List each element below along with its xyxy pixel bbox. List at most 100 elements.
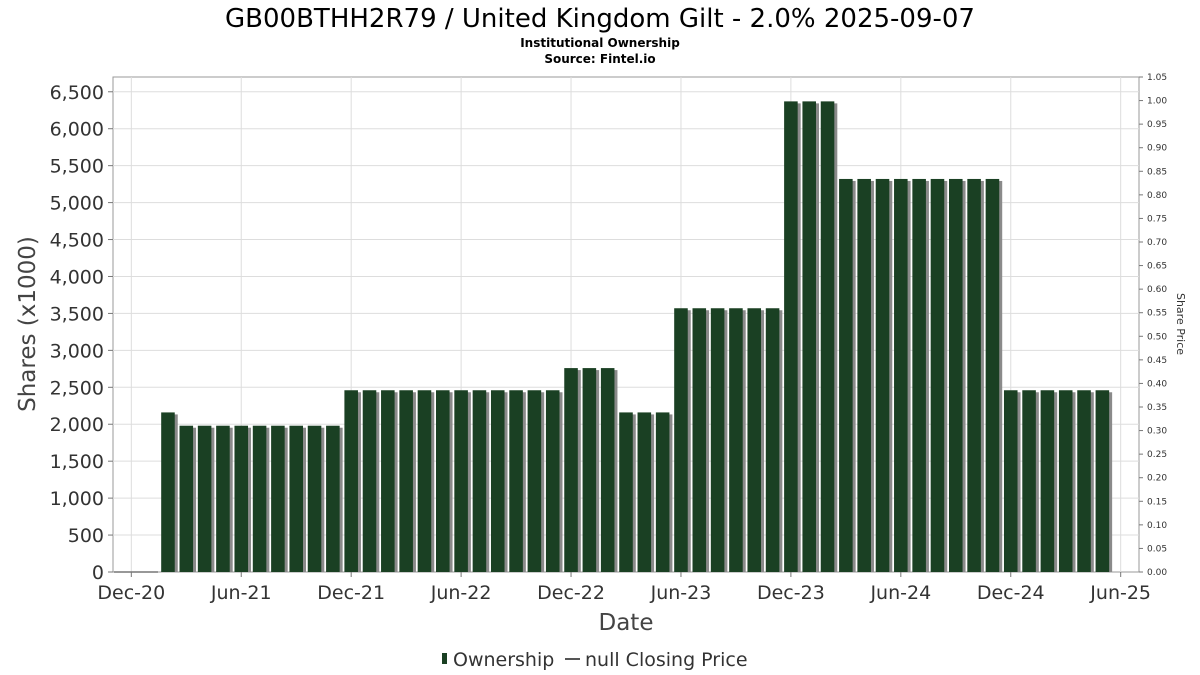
- ownership-bar: [747, 308, 762, 572]
- ownership-bar: [399, 390, 413, 572]
- x-tick-label: Jun-23: [650, 582, 712, 604]
- y2-tick-label: 0.40: [1147, 379, 1167, 389]
- ownership-bar: [362, 390, 377, 572]
- ownership-bar: [1058, 390, 1073, 572]
- ownership-bar: [472, 390, 487, 572]
- ownership-bar: [894, 178, 908, 572]
- ownership-bar: [1095, 390, 1110, 572]
- x-tick-label: Jun-24: [869, 582, 931, 604]
- x-tick-label: Dec-23: [757, 582, 825, 604]
- ownership-bar: [967, 178, 981, 572]
- ownership-bar: [326, 425, 340, 572]
- legend-ownership-swatch: [442, 653, 447, 664]
- ownership-bar: [234, 425, 249, 572]
- ownership-bar: [1003, 390, 1018, 572]
- y-tick-label: 4,500: [50, 230, 104, 252]
- ownership-bar: [344, 390, 358, 572]
- ownership-bar: [930, 178, 945, 572]
- chart-subtitle-2: Source: Fintel.io: [544, 52, 655, 66]
- y2-tick-label: 1.00: [1147, 97, 1167, 107]
- ownership-bar: [545, 390, 560, 572]
- ownership-bar: [1077, 390, 1091, 572]
- x-axis-ticks: Dec-20 Jun-21 Dec-21 Jun-22 Dec-22 Jun-23 Dec-…: [97, 572, 1151, 604]
- ownership-bar: [692, 308, 707, 572]
- ownership-bar: [802, 101, 816, 572]
- ownership-bar: [674, 308, 688, 572]
- ownership-bar: [820, 101, 835, 572]
- chart-subtitle-1: Institutional Ownership: [520, 36, 680, 50]
- ownership-bar: [564, 368, 578, 572]
- ownership-bar: [509, 390, 523, 572]
- x-tick-label: Jun-22: [430, 582, 492, 604]
- ownership-bar: [912, 178, 926, 572]
- y2-tick-label: 0.00: [1147, 568, 1167, 578]
- x-tick-label: Jun-25: [1089, 582, 1151, 604]
- y2-tick-label: 0.20: [1147, 474, 1167, 484]
- ownership-bar: [985, 178, 1000, 572]
- ownership-bar: [216, 425, 230, 572]
- y2-tick-label: 0.25: [1147, 450, 1167, 460]
- y2-tick-label: 0.90: [1147, 144, 1167, 154]
- legend: Ownership null Closing Price: [442, 649, 748, 671]
- y-tick-label: 6,000: [50, 119, 104, 141]
- ownership-bar: [490, 390, 505, 572]
- ownership-bar: [527, 390, 542, 572]
- x-tick-label: Jun-21: [210, 582, 272, 604]
- y-tick-label: 3,000: [50, 340, 104, 362]
- y2-tick-label: 0.95: [1147, 120, 1167, 130]
- ownership-bar: [381, 390, 395, 572]
- y-tick-label: 0: [92, 562, 104, 584]
- ownership-bar: [454, 390, 468, 572]
- ownership-bar: [949, 178, 963, 572]
- y-tick-label: 3,500: [50, 303, 104, 325]
- ownership-bar: [1022, 390, 1036, 572]
- y-tick-label: 2,000: [50, 414, 104, 436]
- right-axis-ticks: 0.00 0.05 0.10 0.15 0.20 0.25 0.30 0.35 0.40 0.45…: [1139, 73, 1167, 578]
- ownership-bar: [710, 308, 725, 572]
- y2-axis-label: Share Price: [1174, 293, 1187, 355]
- ownership-bar: [289, 425, 303, 572]
- legend-ownership-label: Ownership: [453, 649, 554, 671]
- ownership-bar: [784, 101, 798, 572]
- ownership-bar: [271, 425, 285, 572]
- y-tick-label: 5,500: [50, 156, 104, 178]
- ownership-bar: [765, 308, 780, 572]
- y2-tick-label: 0.65: [1147, 262, 1167, 272]
- y-tick-label: 5,000: [50, 193, 104, 215]
- y2-tick-label: 0.35: [1147, 403, 1167, 413]
- y2-tick-label: 0.45: [1147, 356, 1167, 366]
- ownership-bar: [252, 425, 267, 572]
- y2-tick-label: 0.75: [1147, 214, 1167, 224]
- legend-price-label: null Closing Price: [585, 649, 748, 671]
- x-axis-label: Date: [599, 610, 654, 636]
- y-tick-label: 500: [68, 525, 104, 547]
- y-tick-label: 4,000: [50, 266, 104, 288]
- ownership-bar: [637, 412, 652, 572]
- y2-tick-label: 0.70: [1147, 238, 1167, 248]
- ownership-bar: [1040, 390, 1055, 572]
- x-tick-label: Dec-22: [537, 582, 605, 604]
- y2-tick-label: 0.50: [1147, 332, 1167, 342]
- ownership-bar: [655, 412, 670, 572]
- y-tick-label: 1,000: [50, 488, 104, 510]
- y2-tick-label: 0.10: [1147, 521, 1167, 531]
- ownership-bars: [161, 101, 1113, 572]
- y-axis-label: Shares (x1000): [15, 236, 41, 412]
- y2-tick-label: 1.05: [1147, 73, 1167, 83]
- chart-title: GB00BTHH2R79 / United Kingdom Gilt - 2.0…: [225, 4, 975, 34]
- y2-tick-label: 0.80: [1147, 191, 1167, 201]
- ownership-bar: [857, 178, 871, 572]
- x-tick-label: Dec-21: [317, 582, 385, 604]
- ownership-bar: [839, 178, 853, 572]
- ownership-bar: [619, 412, 633, 572]
- y-tick-label: 6,500: [50, 82, 104, 104]
- y-tick-label: 2,500: [50, 377, 104, 399]
- ownership-bar: [582, 368, 597, 572]
- left-axis-ticks: 0 500 1,000 1,500 2,000 2,500 3,000 3,500 4,000 4…: [50, 82, 113, 584]
- y2-tick-label: 0.30: [1147, 427, 1167, 437]
- y2-tick-label: 0.55: [1147, 309, 1167, 319]
- x-tick-label: Dec-20: [97, 582, 165, 604]
- ownership-bar: [875, 178, 890, 572]
- x-tick-label: Dec-24: [977, 582, 1045, 604]
